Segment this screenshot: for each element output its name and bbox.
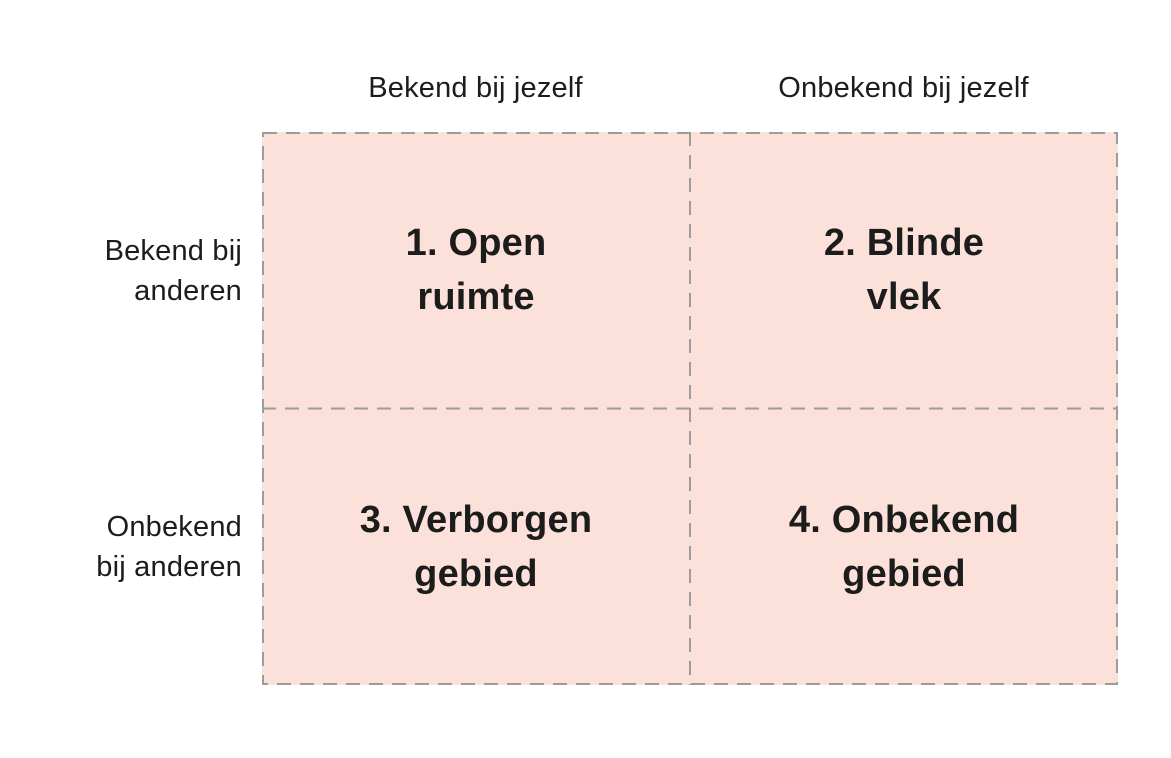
- grid-lines-svg: [262, 132, 1118, 685]
- quadrant-4-onbekend-gebied: 4. Onbekend gebied: [690, 409, 1118, 686]
- row-header-line: Bekend bij: [104, 234, 242, 267]
- quadrant-label-line: gebied: [414, 552, 538, 595]
- column-header-bekend-bij-jezelf: Bekend bij jezelf: [368, 72, 583, 104]
- quadrant-label-line: 2. Blinde: [823, 222, 985, 265]
- quadrant-2-blinde-vlek: 2. Blinde vlek: [690, 132, 1118, 409]
- quadrant-3-verborgen-gebied: 3. Verborgen gebied: [262, 409, 690, 686]
- column-header-onbekend-bij-jezelf: Onbekend bij jezelf: [778, 72, 1029, 104]
- row-header-line: Onbekend: [106, 511, 242, 543]
- quadrant-label-line: 1. Open: [405, 222, 547, 265]
- quadrant-label-line: gebied: [842, 552, 966, 595]
- quadrant-1-open-ruimte: 1. Open ruimte: [262, 132, 690, 409]
- quadrant-grid: 1. Open ruimte 2. Blinde vlek 3. Verborg…: [262, 132, 1118, 685]
- quadrant-cells: 1. Open ruimte 2. Blinde vlek 3. Verborg…: [262, 132, 1118, 685]
- quadrant-label-line: ruimte: [417, 276, 535, 319]
- row-header-onbekend-bij-anderen: Onbekend bij anderen: [20, 409, 242, 685]
- row-header-line: bij anderen: [96, 551, 242, 583]
- row-header-line: anderen: [134, 274, 242, 307]
- quadrant-label-line: vlek: [866, 276, 942, 319]
- quadrant-label-line: 4. Onbekend: [788, 498, 1020, 541]
- quadrant-label-line: 3. Verborgen: [359, 498, 593, 541]
- row-header-bekend-bij-anderen: Bekend bij anderen: [20, 132, 242, 409]
